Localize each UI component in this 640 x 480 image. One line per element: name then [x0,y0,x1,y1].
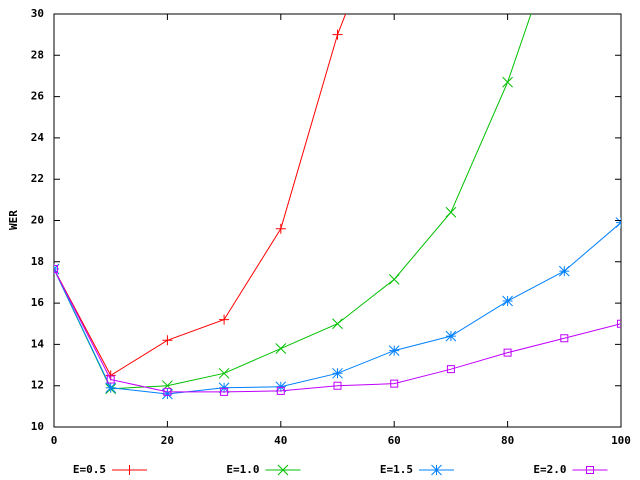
point-marker [276,386,285,395]
point-marker [218,367,230,379]
point-marker [445,206,457,218]
point-marker [220,387,229,396]
point-marker [332,29,343,40]
legend-label: E=0.5 [73,463,106,476]
point-marker [275,223,286,234]
point-marker [332,318,343,330]
y-tick-label: 24 [31,131,45,144]
x-tick-label: 40 [274,434,287,447]
point-marker [446,365,455,374]
point-marker [275,381,287,393]
point-marker [54,265,58,274]
point-marker [106,375,115,384]
point-marker [560,334,569,343]
point-marker [502,76,513,88]
legend-marker [586,466,594,474]
legend-marker [277,464,289,476]
point-marker [445,330,457,342]
y-tick-label: 10 [31,420,44,433]
series-line [54,222,621,395]
point-marker [162,335,173,346]
y-axis-label: WER [7,210,20,230]
legend-marker [124,465,135,475]
x-tick-label: 60 [388,434,401,447]
series-line [54,14,532,390]
y-tick-label: 28 [31,48,44,61]
legend-label: E=1.5 [380,463,413,476]
y-tick-label: 14 [31,337,45,350]
point-marker [617,319,621,328]
y-tick-label: 30 [31,7,44,20]
point-marker [105,382,117,394]
y-tick-label: 20 [31,214,44,227]
y-tick-label: 26 [31,90,45,103]
point-marker [388,273,400,285]
x-tick-label: 100 [611,434,631,447]
y-tick-label: 12 [31,379,44,392]
legend-marker [431,464,442,476]
point-marker [615,217,621,228]
y-tick-label: 22 [31,172,44,185]
series-line [54,268,621,393]
legend-label: E=2.0 [533,463,566,476]
point-marker [162,388,173,400]
y-tick-label: 16 [31,296,45,309]
point-marker [503,348,512,357]
point-marker [275,343,287,354]
legend-label: E=1.0 [226,463,259,476]
point-marker [163,387,172,396]
point-marker [333,381,342,390]
point-marker [219,314,230,325]
point-marker [558,265,570,277]
x-tick-label: 80 [501,434,514,447]
point-marker [390,379,399,388]
x-tick-label: 0 [51,434,58,447]
plot-frame [53,13,622,428]
point-marker [332,367,343,379]
point-marker [218,382,230,394]
y-tick-label: 18 [31,255,44,268]
point-marker [388,345,400,356]
plot-area [54,14,621,400]
point-marker [502,295,513,307]
x-tick-label: 20 [161,434,174,447]
